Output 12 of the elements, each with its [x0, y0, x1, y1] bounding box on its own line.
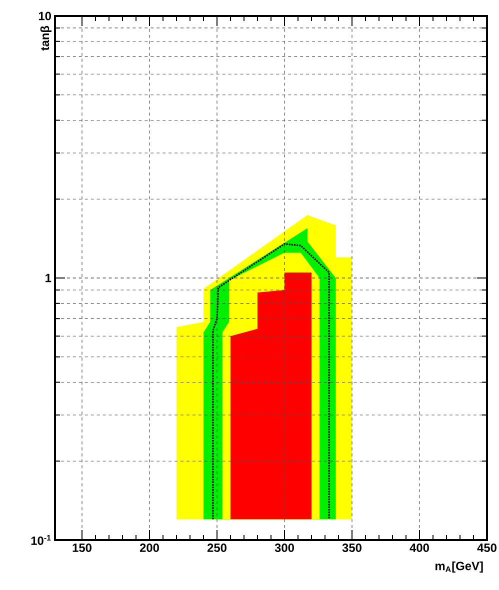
x-tick-label: 300	[274, 544, 294, 552]
x-axis-title: m$_{A}$[GeV]	[435, 561, 483, 573]
y-tick-label: 10	[38, 12, 51, 20]
y-tick-label: 1	[46, 274, 52, 282]
x-tick-label: 400	[410, 544, 429, 552]
x-tick-label: 450	[477, 544, 496, 552]
y-axis-title: tanβ	[40, 26, 52, 51]
x-tick-label: 250	[207, 544, 226, 552]
x-tick-label: 150	[72, 544, 92, 552]
y-tick-label: 10$^{-1}$	[31, 535, 51, 545]
x-tick-label: 350	[342, 544, 362, 552]
x-tick-label: 200	[140, 544, 159, 552]
